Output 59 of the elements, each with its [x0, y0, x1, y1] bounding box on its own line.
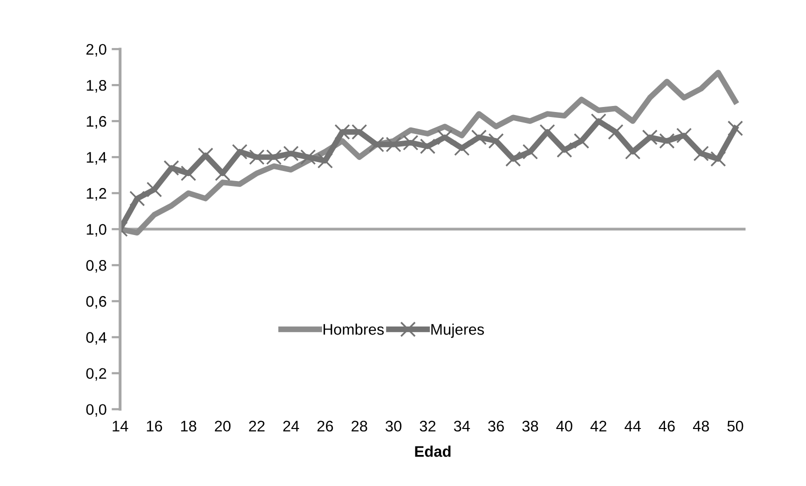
x-tick-label: 14	[112, 420, 128, 432]
x-tick-label: 38	[522, 420, 538, 432]
point	[420, 138, 436, 154]
point	[710, 151, 726, 167]
y-tick-label: 1,4	[86, 152, 106, 165]
x-tick-label: 20	[214, 420, 231, 432]
point	[232, 144, 248, 160]
point	[590, 113, 606, 129]
point	[505, 151, 521, 167]
y-tick-label: 1,8	[86, 80, 106, 93]
x-tick-label: 22	[249, 420, 265, 432]
point	[676, 128, 692, 144]
x-tick-label: 24	[283, 420, 300, 432]
x-tick-label: 48	[692, 420, 709, 432]
point	[180, 166, 196, 182]
x-tick-label: 36	[488, 420, 504, 432]
x-tick-label: 18	[181, 420, 196, 432]
point	[693, 146, 709, 162]
y-tick-label: 0,2	[86, 368, 106, 381]
point	[402, 134, 418, 150]
y-tick-label: 1,0	[86, 224, 106, 237]
y-tick-label: 1,6	[86, 116, 106, 129]
y-tick-label: 0,0	[86, 404, 106, 417]
point	[642, 130, 658, 146]
point	[574, 133, 590, 149]
point	[659, 133, 675, 149]
x-tick-label: 34	[454, 420, 470, 432]
point	[556, 142, 572, 158]
legend-label: Hombres	[324, 324, 384, 335]
x-tick-label: 42	[590, 420, 606, 432]
y-tick-label: 0,6	[86, 296, 106, 309]
point	[608, 124, 624, 140]
point	[129, 190, 145, 206]
x-tick-label: 32	[420, 420, 436, 432]
x-tick-label: 30	[386, 420, 402, 432]
y-tick-label: 0,4	[86, 332, 106, 345]
point	[437, 130, 453, 146]
x-tick-label: 46	[658, 420, 675, 432]
point	[164, 160, 180, 176]
point	[488, 133, 504, 149]
point	[454, 140, 470, 156]
x-tick-label: 26	[317, 420, 333, 432]
x-tick-label: 16	[146, 420, 162, 432]
point	[300, 149, 316, 165]
point	[728, 120, 744, 136]
point	[317, 152, 333, 169]
x-tick-label: 28	[352, 420, 368, 432]
x-tick-label: 40	[556, 420, 572, 432]
x-axis-title: Edad	[415, 446, 450, 457]
y-tick-label: 2,0	[86, 44, 106, 57]
x-tick-label: 50	[727, 420, 744, 432]
x-tick-label: 44	[624, 420, 641, 432]
legend-label: Mujeres	[431, 324, 484, 338]
y-tick-label: 0,8	[86, 260, 106, 273]
point	[471, 130, 487, 146]
point	[146, 182, 162, 198]
point	[283, 146, 299, 162]
point	[522, 144, 538, 160]
y-tick-label: 1,2	[86, 188, 106, 201]
